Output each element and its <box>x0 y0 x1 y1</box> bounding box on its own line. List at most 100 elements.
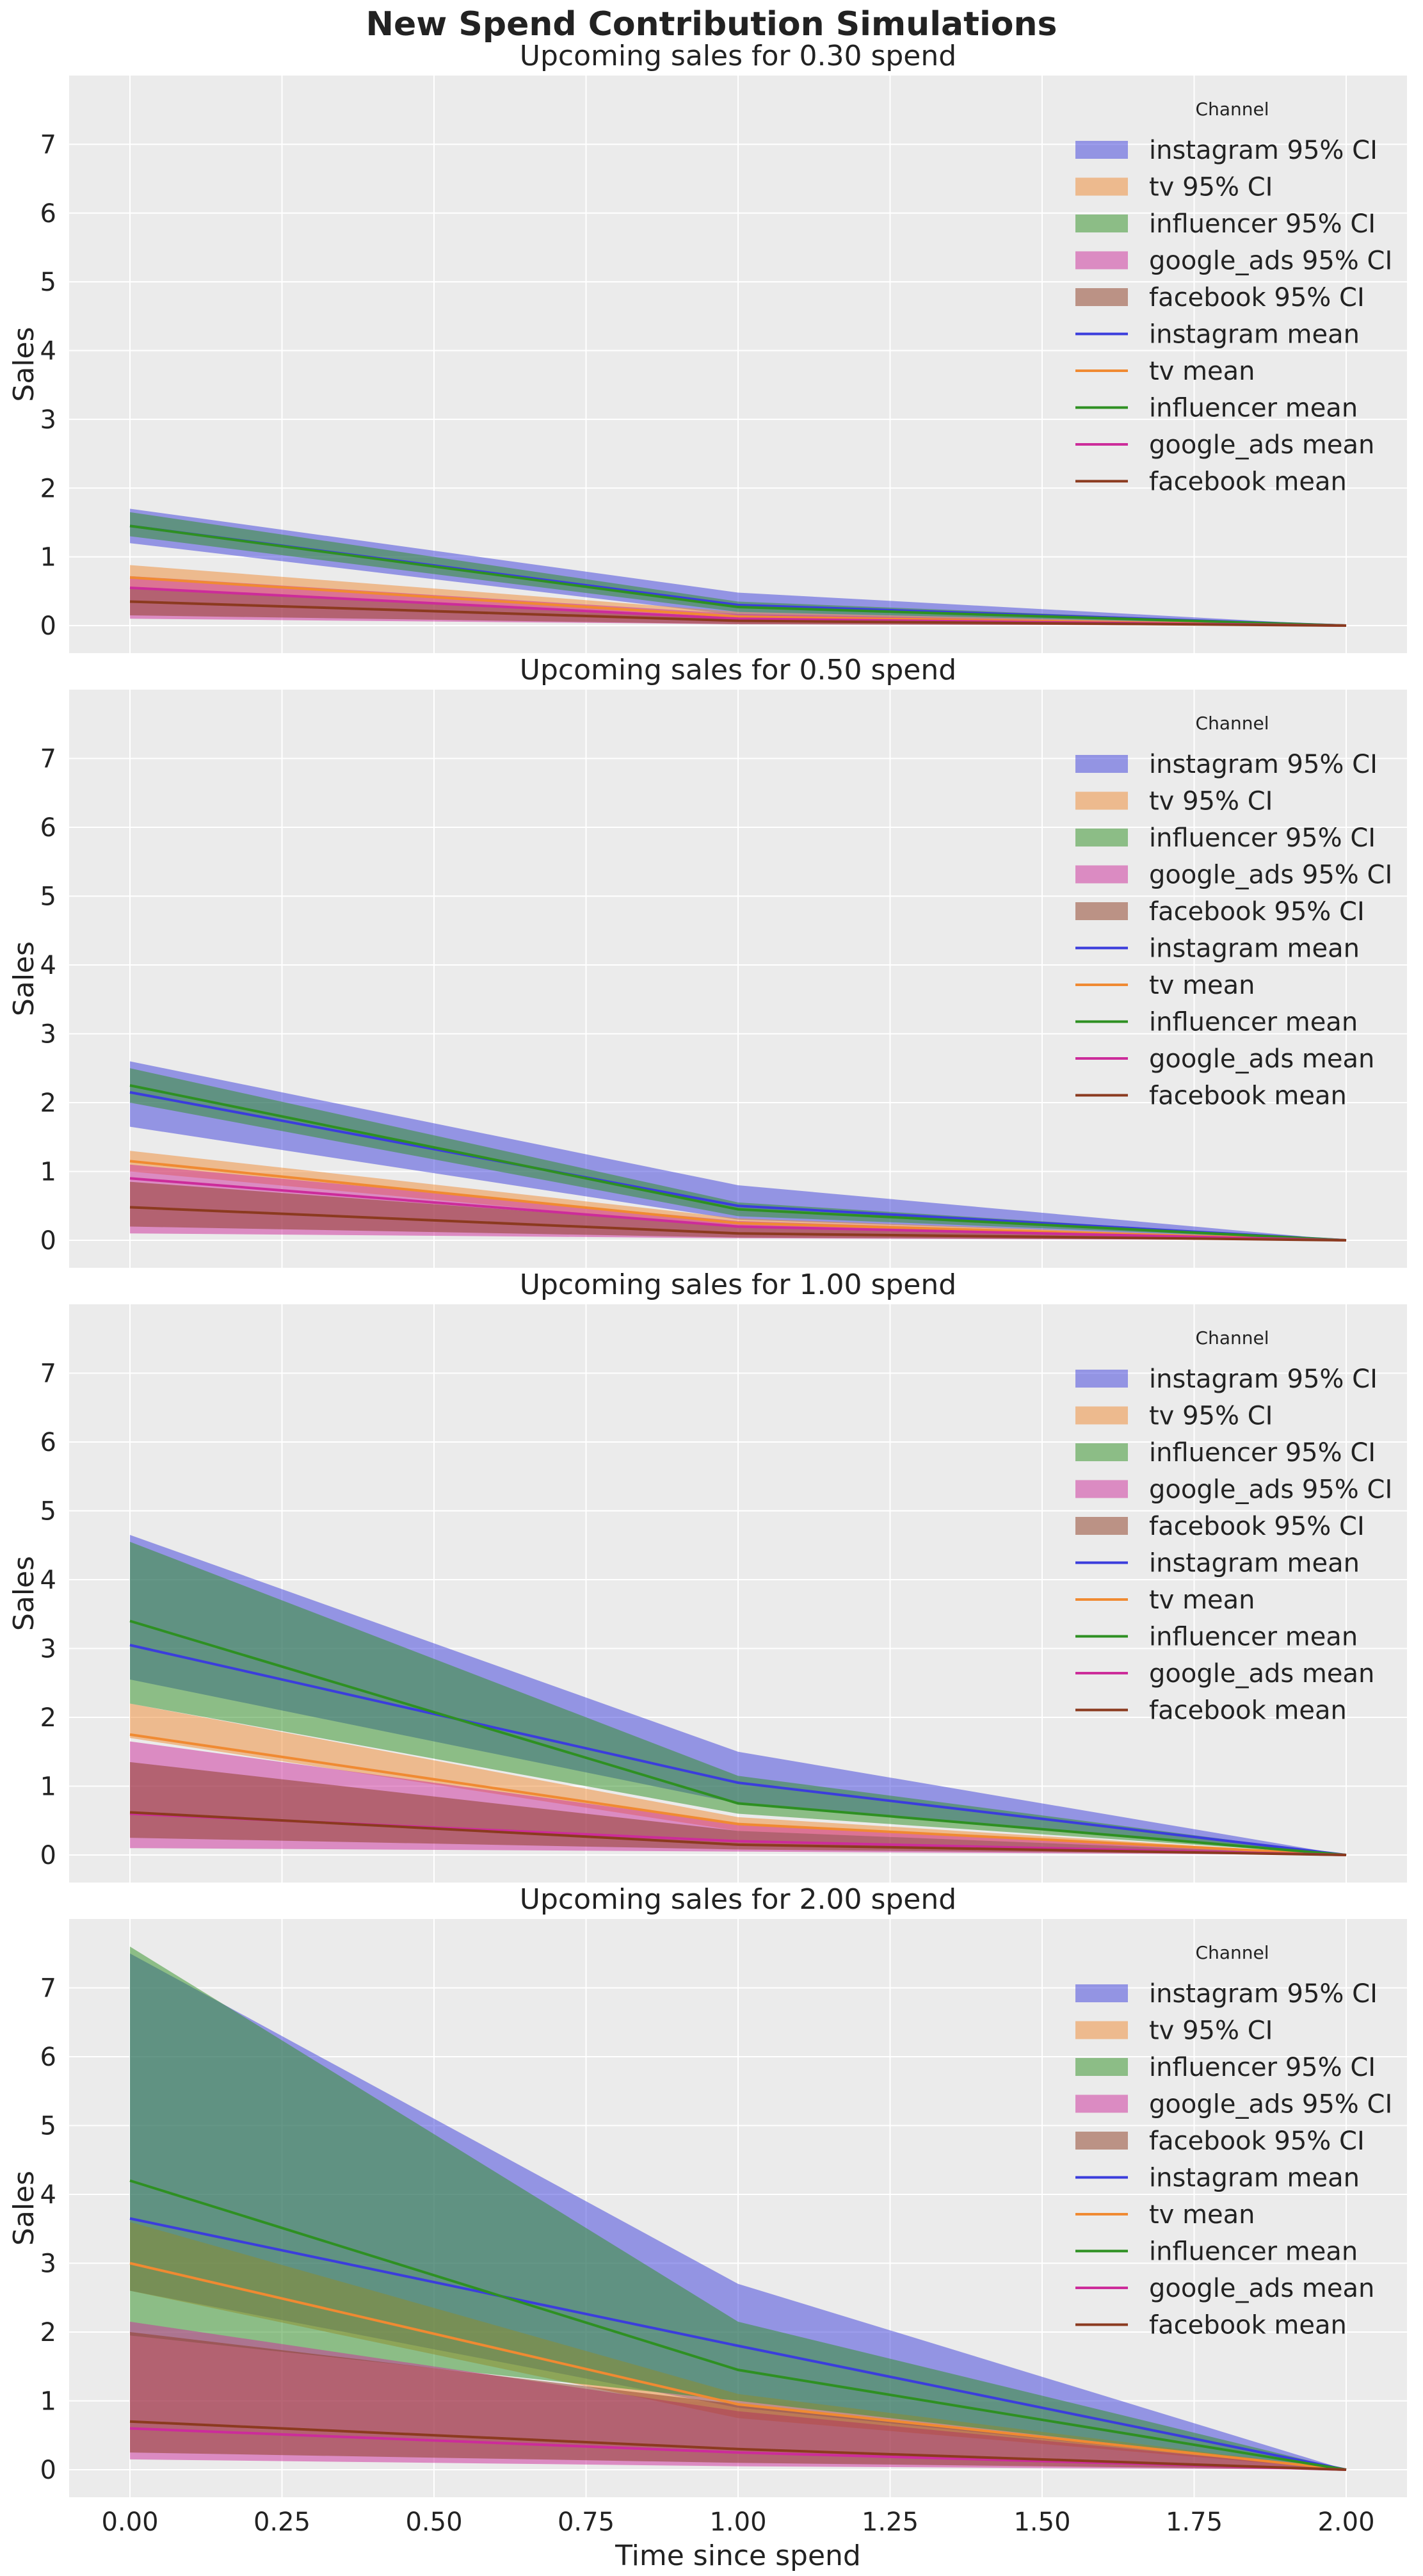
legend-label: instagram 95% CI <box>1149 750 1378 779</box>
panel-title: Upcoming sales for 0.30 spend <box>520 40 956 72</box>
google_ads-ci-swatch <box>1075 1480 1128 1498</box>
legend-label: tv mean <box>1149 2200 1255 2230</box>
legend-label: facebook 95% CI <box>1149 897 1365 927</box>
instagram-ci-swatch <box>1075 755 1128 773</box>
y-tick-label: 6 <box>40 813 56 843</box>
legend-label: instagram mean <box>1149 2164 1360 2193</box>
facebook-ci-swatch <box>1075 902 1128 920</box>
legend: Channel instagram 95% CI tv 95% CI influenc… <box>1075 1942 1392 2340</box>
legend-label: influencer 95% CI <box>1149 1438 1376 1468</box>
legend-label: google_ads 95% CI <box>1149 861 1392 890</box>
y-axis-label: Sales <box>8 327 40 401</box>
legend: Channel instagram 95% CI tv 95% CI influenc… <box>1075 99 1392 497</box>
influencer-ci-band <box>130 1947 1346 2470</box>
x-tick-label: 1.25 <box>862 2507 919 2537</box>
legend-label: google_ads mean <box>1149 2274 1374 2303</box>
legend-label: google_ads mean <box>1149 1659 1374 1689</box>
y-tick-label: 0 <box>40 612 56 641</box>
legend-label: influencer 95% CI <box>1149 2053 1376 2082</box>
influencer-mean-line <box>129 2179 1347 2471</box>
facebook-ci-swatch <box>1075 288 1128 306</box>
y-tick-label: 4 <box>40 337 56 366</box>
influencer-mean-line <box>129 1084 1347 1242</box>
legend-title: Channel <box>1196 713 1269 734</box>
facebook-ci-swatch <box>1075 2132 1128 2150</box>
y-axis-label: Sales <box>8 2171 40 2246</box>
x-axis-label: Time since spend <box>615 2540 861 2572</box>
y-tick-label: 1 <box>40 543 56 572</box>
legend-label: google_ads 95% CI <box>1149 247 1392 276</box>
x-tick-label: 0.25 <box>253 2507 310 2537</box>
legend-label: instagram mean <box>1149 320 1360 350</box>
tv-mean-line <box>129 1733 1347 1856</box>
tv-mean-line <box>129 2262 1347 2471</box>
influencer-ci-band <box>130 512 1346 626</box>
legend-label: influencer 95% CI <box>1149 209 1376 239</box>
y-tick-label: 4 <box>40 2180 56 2210</box>
y-tick-label: 5 <box>40 882 56 912</box>
y-tick-label: 4 <box>40 951 56 980</box>
legend-label: tv 95% CI <box>1149 1402 1273 1431</box>
legend-title: Channel <box>1196 99 1269 120</box>
google_ads-ci-swatch <box>1075 865 1128 884</box>
y-axis-label: Sales <box>8 1556 40 1631</box>
legend-label: facebook mean <box>1149 2311 1347 2340</box>
legend-label: tv mean <box>1149 357 1255 386</box>
legend-label: facebook 95% CI <box>1149 283 1365 312</box>
legend-label: facebook mean <box>1149 1696 1347 1726</box>
instagram-ci-swatch <box>1075 141 1128 159</box>
influencer-ci-swatch <box>1075 215 1128 232</box>
instagram-mean-line <box>129 2217 1347 2471</box>
panel-title: Upcoming sales for 1.00 spend <box>520 1268 956 1301</box>
facebook-mean-line <box>129 1811 1347 1856</box>
y-tick-label: 1 <box>40 1158 56 1187</box>
google_ads-ci-swatch <box>1075 251 1128 270</box>
tv-ci-swatch <box>1075 2021 1128 2039</box>
instagram-ci-swatch <box>1075 1984 1128 2002</box>
y-tick-label: 3 <box>40 2249 56 2279</box>
legend-label: tv 95% CI <box>1149 787 1273 816</box>
y-tick-label: 4 <box>40 1566 56 1595</box>
y-axis-label: Sales <box>8 941 40 1016</box>
y-tick-label: 7 <box>40 1974 56 2004</box>
facebook-mean-line <box>129 2420 1347 2471</box>
chart-panel-2: Upcoming sales for 0.50 spend 0 1 2 3 4 5 6 7 Sal… <box>8 654 1407 1268</box>
y-tick-label: 1 <box>40 1772 56 1802</box>
influencer-mean-line <box>129 524 1347 628</box>
y-tick-label: 6 <box>40 2043 56 2072</box>
legend-label: tv mean <box>1149 1585 1255 1615</box>
legend-label: instagram 95% CI <box>1149 136 1378 165</box>
legend-label: tv 95% CI <box>1149 2016 1273 2046</box>
facebook-ci-swatch <box>1075 1517 1128 1535</box>
legend-label: instagram mean <box>1149 1549 1360 1578</box>
influencer-ci-swatch <box>1075 1443 1128 1461</box>
y-tick-label: 7 <box>40 745 56 774</box>
legend-label: instagram mean <box>1149 934 1360 964</box>
y-tick-label: 7 <box>40 130 56 159</box>
facebook-ci-band <box>130 1762 1346 1855</box>
y-tick-label: 0 <box>40 1841 56 1870</box>
panel-title: Upcoming sales for 2.00 spend <box>520 1883 956 1916</box>
x-tick-label: 0.00 <box>101 2507 158 2537</box>
x-tick-label: 1.00 <box>709 2507 766 2537</box>
x-tick-label: 0.75 <box>558 2507 615 2537</box>
chart-panel-1: Upcoming sales for 0.30 spend 0 1 2 3 4 5 6 7 Sal… <box>8 40 1407 653</box>
legend-label: google_ads mean <box>1149 430 1374 460</box>
facebook-ci-band <box>130 1181 1346 1240</box>
y-tick-label: 0 <box>40 2456 56 2485</box>
google_ads-ci-swatch <box>1075 2094 1128 2113</box>
y-tick-label: 2 <box>40 474 56 503</box>
legend-label: tv 95% CI <box>1149 173 1273 202</box>
facebook-mean-line <box>129 1206 1347 1242</box>
legend-label: influencer mean <box>1149 1008 1358 1037</box>
google_ads-mean-line <box>129 1177 1347 1242</box>
x-tick-label: 0.50 <box>405 2507 462 2537</box>
legend-label: google_ads mean <box>1149 1044 1374 1074</box>
chart-panel-4: Upcoming sales for 2.00 spend 0 1 2 3 4 5 6 7 Sal… <box>8 1883 1407 2572</box>
y-tick-label: 2 <box>40 2318 56 2347</box>
y-tick-label: 6 <box>40 1428 56 1457</box>
y-tick-label: 3 <box>40 1635 56 1664</box>
tv-ci-swatch <box>1075 791 1128 810</box>
legend-label: facebook 95% CI <box>1149 1512 1365 1541</box>
